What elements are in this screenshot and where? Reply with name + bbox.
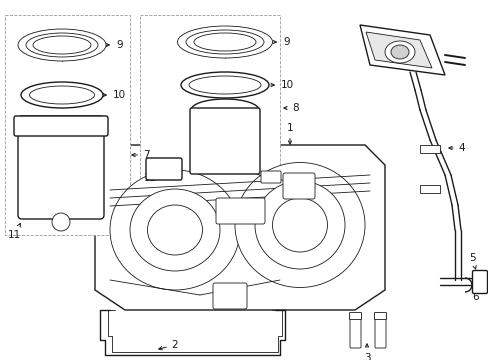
Text: 10: 10 bbox=[102, 90, 126, 100]
Ellipse shape bbox=[189, 76, 261, 94]
Ellipse shape bbox=[18, 29, 106, 61]
Ellipse shape bbox=[390, 45, 408, 59]
Circle shape bbox=[52, 213, 70, 231]
Ellipse shape bbox=[181, 72, 268, 98]
Text: 12: 12 bbox=[143, 167, 162, 183]
Ellipse shape bbox=[147, 205, 202, 255]
FancyBboxPatch shape bbox=[374, 312, 386, 320]
Ellipse shape bbox=[235, 162, 364, 288]
Ellipse shape bbox=[177, 26, 272, 58]
Bar bbox=[419, 185, 439, 193]
Ellipse shape bbox=[29, 86, 94, 104]
Text: 11: 11 bbox=[8, 224, 21, 240]
FancyBboxPatch shape bbox=[190, 108, 260, 174]
PathPatch shape bbox=[365, 32, 431, 68]
FancyBboxPatch shape bbox=[18, 116, 104, 219]
FancyBboxPatch shape bbox=[213, 283, 246, 309]
Ellipse shape bbox=[26, 33, 98, 57]
PathPatch shape bbox=[359, 25, 444, 75]
Ellipse shape bbox=[21, 82, 103, 108]
Text: 9: 9 bbox=[272, 37, 289, 47]
Ellipse shape bbox=[33, 36, 91, 54]
FancyBboxPatch shape bbox=[146, 158, 182, 180]
Bar bbox=[5, 15, 130, 235]
Ellipse shape bbox=[130, 189, 220, 271]
Text: 10: 10 bbox=[270, 80, 293, 90]
FancyBboxPatch shape bbox=[471, 270, 487, 293]
FancyBboxPatch shape bbox=[216, 198, 264, 224]
FancyBboxPatch shape bbox=[374, 314, 385, 348]
Ellipse shape bbox=[110, 170, 240, 290]
Text: 7: 7 bbox=[132, 150, 149, 160]
Text: 6: 6 bbox=[472, 286, 479, 302]
Ellipse shape bbox=[384, 41, 414, 63]
Ellipse shape bbox=[185, 30, 264, 54]
FancyBboxPatch shape bbox=[349, 314, 360, 348]
Ellipse shape bbox=[272, 198, 327, 252]
Text: 4: 4 bbox=[448, 143, 465, 153]
Ellipse shape bbox=[254, 181, 345, 269]
PathPatch shape bbox=[95, 145, 384, 310]
Text: 9: 9 bbox=[106, 40, 122, 50]
Text: 2: 2 bbox=[159, 340, 178, 350]
Text: 3: 3 bbox=[363, 344, 369, 360]
Text: 8: 8 bbox=[284, 103, 298, 113]
Bar bbox=[140, 15, 280, 215]
Ellipse shape bbox=[194, 33, 256, 51]
Ellipse shape bbox=[191, 99, 259, 121]
Bar bbox=[419, 145, 439, 153]
Text: 5: 5 bbox=[468, 253, 475, 269]
FancyBboxPatch shape bbox=[261, 171, 281, 183]
FancyBboxPatch shape bbox=[283, 173, 314, 199]
Text: 1: 1 bbox=[286, 123, 293, 144]
FancyBboxPatch shape bbox=[349, 312, 361, 320]
FancyBboxPatch shape bbox=[14, 116, 108, 136]
